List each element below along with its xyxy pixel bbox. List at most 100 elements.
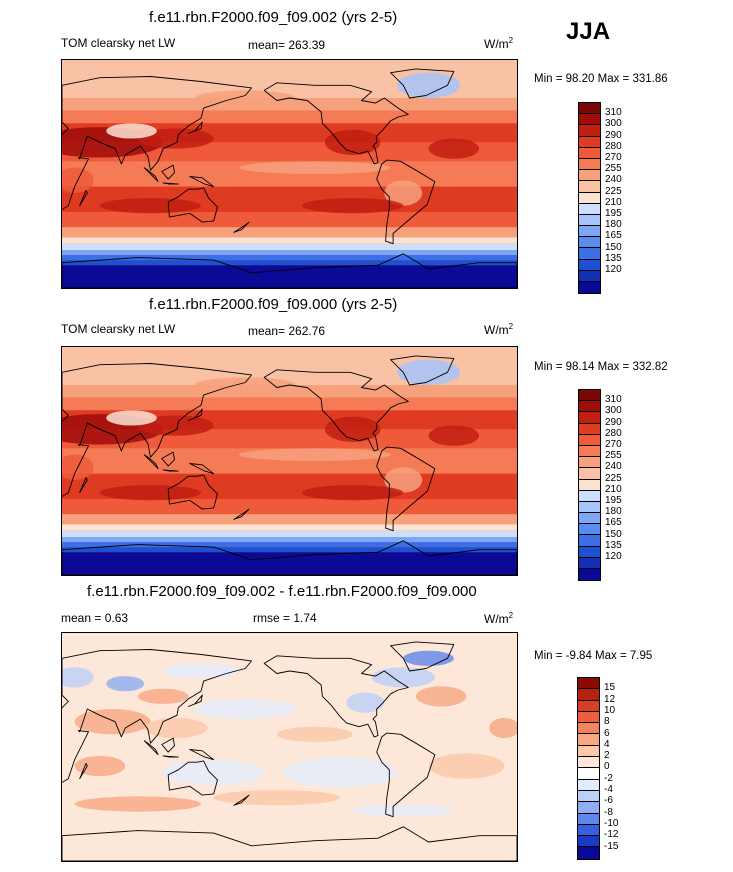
field-patch	[403, 650, 454, 666]
field-band	[62, 537, 517, 543]
field-band	[62, 250, 517, 256]
colorbar-tick-label: 10	[604, 704, 616, 716]
colorbar-tick-label: 165	[605, 230, 622, 242]
coastline	[376, 159, 436, 245]
colorbar-swatch	[579, 259, 600, 271]
field-patch	[163, 759, 265, 785]
coastline	[162, 469, 179, 472]
colorbar-swatch	[579, 136, 600, 148]
field-patch	[302, 485, 404, 501]
field-band	[62, 98, 517, 111]
panel3-colorbar	[577, 677, 600, 860]
field-patch	[371, 667, 435, 688]
field-patch	[324, 129, 381, 155]
coastline	[390, 68, 455, 99]
colorbar-swatch	[579, 181, 600, 193]
colorbar-swatch	[578, 824, 599, 837]
colorbar-tick-label: 240	[605, 461, 622, 473]
field-patch	[302, 198, 404, 214]
coastline	[161, 737, 175, 753]
colorbar-tick-label: 15	[604, 682, 616, 694]
field-patch	[144, 717, 208, 739]
field-base	[62, 633, 517, 861]
colorbar-swatch	[579, 248, 600, 260]
field-patch	[106, 123, 157, 139]
field-band	[62, 514, 517, 525]
colorbar-tick-label: 310	[605, 107, 622, 119]
colorbar-tick-label: 4	[604, 738, 610, 750]
colorbar-tick-label: 180	[605, 219, 622, 231]
colorbar-swatch	[579, 468, 600, 480]
coastline	[162, 182, 179, 185]
panel1-variable-label: TOM clearsky net LW	[61, 36, 176, 50]
colorbar-swatch	[579, 103, 600, 115]
panel3-rmse-label: rmse = 1.74	[253, 611, 317, 625]
colorbar-tick-label: -4	[604, 784, 613, 795]
colorbar-swatch	[579, 501, 600, 514]
field-band	[62, 255, 517, 261]
panel1-colorbar	[578, 102, 601, 295]
coastline	[79, 477, 88, 494]
field-band	[62, 547, 517, 553]
colorbar-tick-label: 310	[605, 394, 622, 406]
colorbar-swatch	[578, 734, 599, 746]
colorbar-swatch	[579, 490, 600, 502]
field-patch	[62, 667, 94, 688]
coastline	[62, 253, 517, 288]
colorbar-swatch	[579, 535, 600, 547]
coastline	[62, 540, 517, 575]
panel3-title: f.e11.rbn.F2000.f09_f09.002 - f.e11.rbn.…	[87, 583, 477, 600]
panel3-minmax: Min = -9.84 Max = 7.95	[534, 650, 653, 662]
field-band	[62, 499, 517, 515]
colorbar-tick-label: 290	[605, 416, 622, 428]
panel2-minmax: Min = 98.14 Max = 332.82	[534, 361, 668, 373]
colorbar-tick-label: -15	[604, 840, 619, 852]
panel3-map	[61, 632, 518, 862]
field-patch	[346, 692, 385, 713]
panel1-units: W/m2	[484, 36, 514, 51]
colorbar-tick-label: 210	[605, 196, 622, 208]
colorbar-swatch	[579, 390, 600, 402]
field-patch	[106, 676, 145, 692]
colorbar-swatch	[579, 237, 600, 249]
field-patch	[74, 709, 151, 735]
colorbar-swatch	[579, 457, 600, 469]
coastline	[263, 655, 409, 738]
colorbar-swatch	[579, 412, 600, 424]
field-patch	[283, 757, 397, 788]
colorbar-tick-label: 0	[604, 761, 610, 773]
coastline	[233, 794, 250, 806]
colorbar-tick-label: 255	[605, 163, 622, 175]
coastline	[233, 221, 250, 233]
coastline	[189, 749, 215, 761]
field-band	[62, 110, 517, 124]
colorbar-swatch	[578, 790, 599, 803]
field-patch	[415, 686, 467, 707]
field-patch	[324, 416, 381, 442]
coastline	[161, 451, 175, 467]
field-patch	[489, 717, 517, 739]
panel2-mean-label: mean= 262.76	[248, 324, 326, 338]
field-patch	[106, 410, 157, 426]
panel1-map-field	[62, 60, 517, 288]
field-patch	[194, 377, 296, 393]
colorbar-swatch	[578, 802, 599, 814]
panel2-colorbar	[578, 389, 601, 582]
coastline	[376, 446, 436, 532]
coastline	[62, 363, 253, 498]
colorbar-tick-label: 150	[605, 528, 622, 540]
colorbar-swatch	[578, 757, 599, 769]
colorbar-tick-label: 225	[605, 472, 622, 484]
coastline	[189, 176, 215, 188]
coastline	[263, 369, 409, 452]
colorbar-tick-label: 180	[605, 506, 622, 518]
field-patch	[396, 72, 461, 98]
colorbar-swatch	[579, 524, 600, 536]
colorbar-tick-label: 255	[605, 450, 622, 462]
colorbar-swatch	[579, 114, 600, 126]
panel2-units: W/m2	[484, 322, 514, 337]
panel2-map-field	[62, 347, 517, 575]
coastline	[233, 508, 250, 520]
field-patch	[396, 359, 461, 385]
field-patch	[238, 448, 391, 461]
